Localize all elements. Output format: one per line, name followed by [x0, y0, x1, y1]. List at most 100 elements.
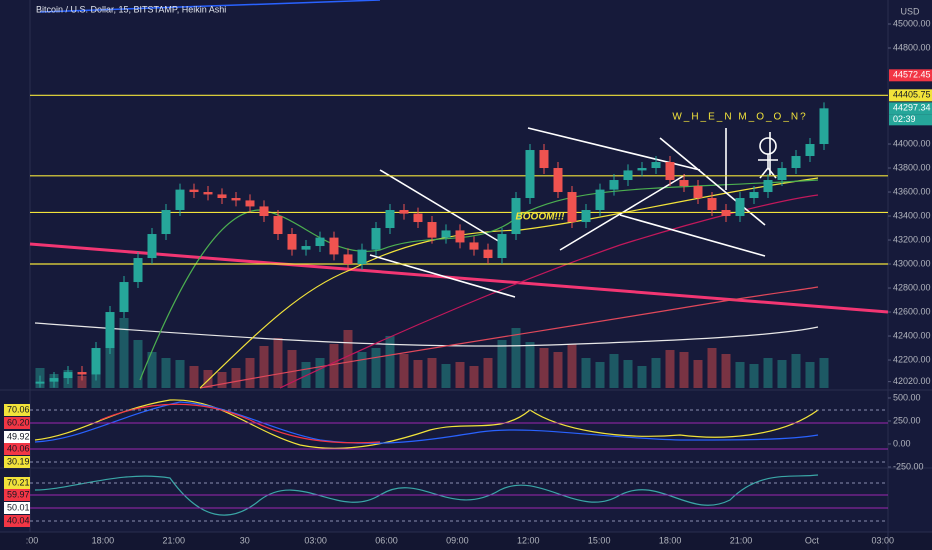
- volume-bar: [315, 358, 325, 388]
- osc-badge: [4, 515, 30, 527]
- oscillator-lines: [34, 399, 819, 516]
- osc-badge-label: 30.19: [7, 456, 30, 466]
- candle: [511, 198, 521, 235]
- osc-badge: [4, 431, 30, 443]
- candle: [483, 249, 493, 259]
- candle: [245, 200, 255, 207]
- candle: [161, 210, 171, 235]
- price-label: 42800.00: [893, 282, 931, 292]
- osc-badge-label: 50.01: [7, 502, 30, 512]
- time-label: 12:00: [517, 535, 540, 545]
- axes: 45000.00 44800.00 44000.00 43800.00 43600.00…: [4, 18, 932, 545]
- time-label: 15:00: [588, 535, 611, 545]
- candle: [259, 206, 269, 217]
- candle: [763, 180, 773, 193]
- candle: [581, 210, 591, 223]
- candle: [175, 189, 185, 211]
- price-label: 43800.00: [893, 162, 931, 172]
- volume-bar: [329, 344, 339, 388]
- candle: [637, 168, 647, 171]
- osc-levels: [30, 422, 888, 509]
- price-badge: [889, 102, 932, 115]
- osc-levels: [30, 409, 888, 522]
- volume-bar: [707, 348, 717, 388]
- volume-bar: [497, 340, 507, 388]
- volume-bar: [175, 360, 185, 388]
- candle: [679, 180, 689, 187]
- volume-bar: [203, 370, 213, 388]
- price-label: 42400.00: [893, 330, 931, 340]
- candle: [651, 162, 661, 169]
- time-label: 09:00: [446, 535, 469, 545]
- volume-bar: [273, 338, 283, 388]
- volume-bar: [567, 344, 577, 388]
- osc-badge: [4, 417, 30, 429]
- osc-badge-label: 49.92: [7, 431, 30, 441]
- candle: [707, 198, 717, 211]
- candle: [105, 312, 115, 349]
- osc-badge-label: 70.06: [7, 404, 30, 414]
- price-label: 43400.00: [893, 210, 931, 220]
- candle: [91, 348, 101, 375]
- price-label: 42200.00: [893, 354, 931, 364]
- volume-bar: [105, 333, 115, 388]
- candle: [287, 234, 297, 250]
- price-pane: [30, 94, 888, 388]
- volume-bar: [455, 362, 465, 388]
- volume-bar: [119, 318, 129, 388]
- candle: [455, 230, 465, 243]
- volume-bar: [413, 360, 423, 388]
- countdown-bg: [889, 114, 932, 126]
- osc-badge-label: 60.20: [7, 417, 30, 427]
- candle: [385, 210, 395, 229]
- candle: [217, 194, 227, 199]
- volume-bar: [77, 376, 87, 388]
- candle: [399, 210, 409, 214]
- candle: [133, 258, 143, 283]
- candle: [63, 372, 73, 379]
- time-label: Oct: [805, 535, 820, 545]
- price-badge-label: 44297.34: [893, 103, 931, 113]
- volume-bar: [721, 354, 731, 388]
- time-axis-bg: [0, 532, 932, 550]
- price-label: 42020.00: [893, 376, 931, 386]
- volume-bar: [469, 366, 479, 388]
- volume-bar: [399, 354, 409, 388]
- volume-bar: [665, 350, 675, 388]
- volume-bar: [259, 346, 269, 388]
- volume-bar: [623, 360, 633, 388]
- candle: [539, 150, 549, 169]
- price-badge: [889, 89, 932, 102]
- osc-badge-label: 40.06: [7, 443, 30, 453]
- candle: [791, 156, 801, 169]
- trend-line: [29, 242, 889, 314]
- volume-bar: [679, 352, 689, 388]
- volume-bar: [427, 358, 437, 388]
- currency: USD: [900, 6, 920, 16]
- volume-bar: [525, 342, 535, 388]
- time-label: 21:00: [163, 535, 186, 545]
- candle: [749, 192, 759, 199]
- volume-bar: [147, 352, 157, 388]
- time-label: 03:00: [304, 535, 327, 545]
- candle: [665, 162, 675, 181]
- candle: [497, 234, 507, 259]
- volume-bar: [189, 366, 199, 388]
- volume-bar: [749, 364, 759, 388]
- osc-label: 250.00: [893, 415, 921, 425]
- volume-bar: [287, 350, 297, 388]
- volume-bar: [595, 362, 605, 388]
- candle: [427, 222, 437, 238]
- osc-label: 500.00: [893, 392, 921, 402]
- countdown: 02:39: [893, 114, 916, 124]
- osc-label: -250.00: [893, 461, 924, 471]
- osc-badge-label: 40.04: [7, 515, 30, 525]
- annotation: BOOOM!!!: [516, 212, 566, 223]
- candle: [441, 230, 451, 238]
- volume-bar: [539, 348, 549, 388]
- candle: [189, 189, 199, 193]
- osc-badge: [4, 502, 30, 514]
- moving-average: [279, 194, 819, 389]
- volume-bar: [245, 358, 255, 388]
